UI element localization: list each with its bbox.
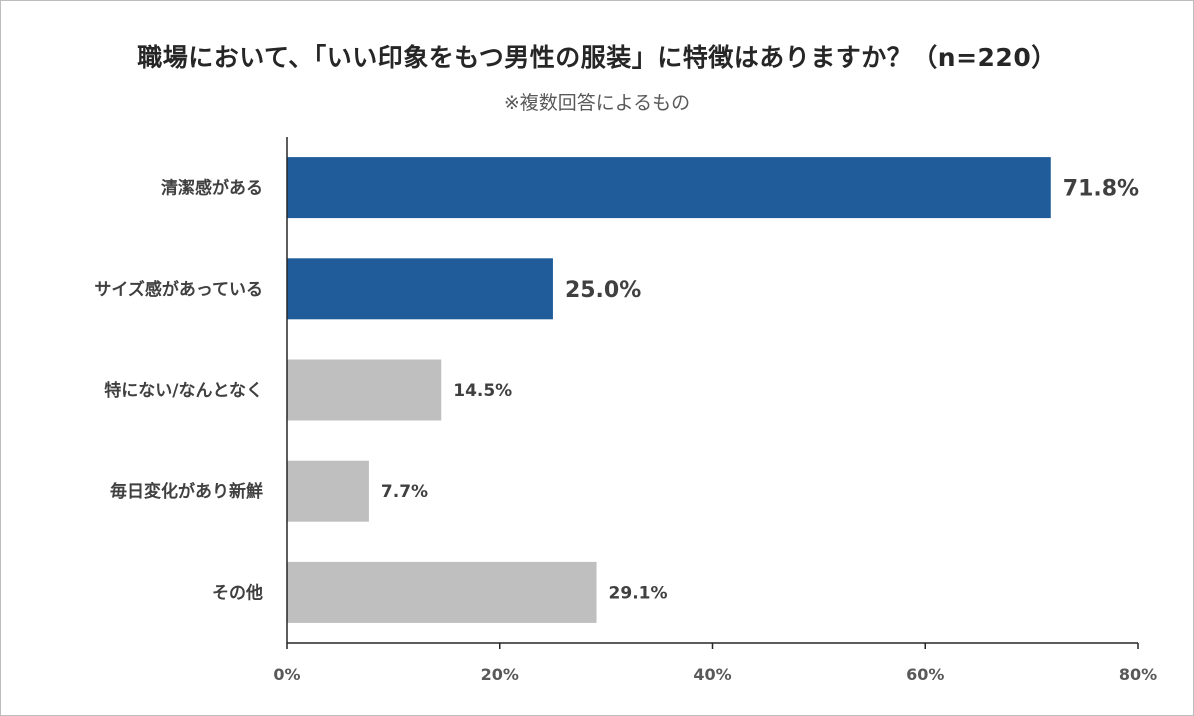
x-tick-label-40: 40% — [693, 665, 731, 684]
x-tick-label-0: 0% — [273, 665, 300, 684]
x-tick-label-60: 60% — [906, 665, 944, 684]
chart-subtitle: ※複数回答によるもの — [503, 92, 691, 114]
category-label-1: 清潔感がある — [161, 178, 263, 199]
bar-4 — [287, 460, 369, 522]
x-tick-label-20: 20% — [481, 665, 519, 684]
category-label-3: 特にない/なんとなく — [104, 380, 263, 401]
category-label-4: 毎日変化があり新鮮 — [110, 481, 263, 502]
chart-title: 職場において、「いい印象をもつ男性の服装」に特徴はありますか？（n=220） — [137, 43, 1057, 72]
bar-5 — [287, 561, 597, 623]
value-label-2: 25.0% — [565, 278, 641, 303]
x-tick-label-80: 80% — [1119, 665, 1157, 684]
category-label-5: その他 — [212, 582, 263, 603]
value-label-3: 14.5% — [453, 381, 512, 401]
value-label-4: 7.7% — [381, 482, 428, 502]
bar-2 — [287, 258, 553, 320]
bar-1 — [287, 157, 1051, 219]
category-label-2: サイズ感があっている — [94, 279, 263, 300]
value-label-1: 71.8% — [1063, 177, 1139, 202]
bar-3 — [287, 359, 442, 421]
value-label-5: 29.1% — [609, 583, 668, 603]
